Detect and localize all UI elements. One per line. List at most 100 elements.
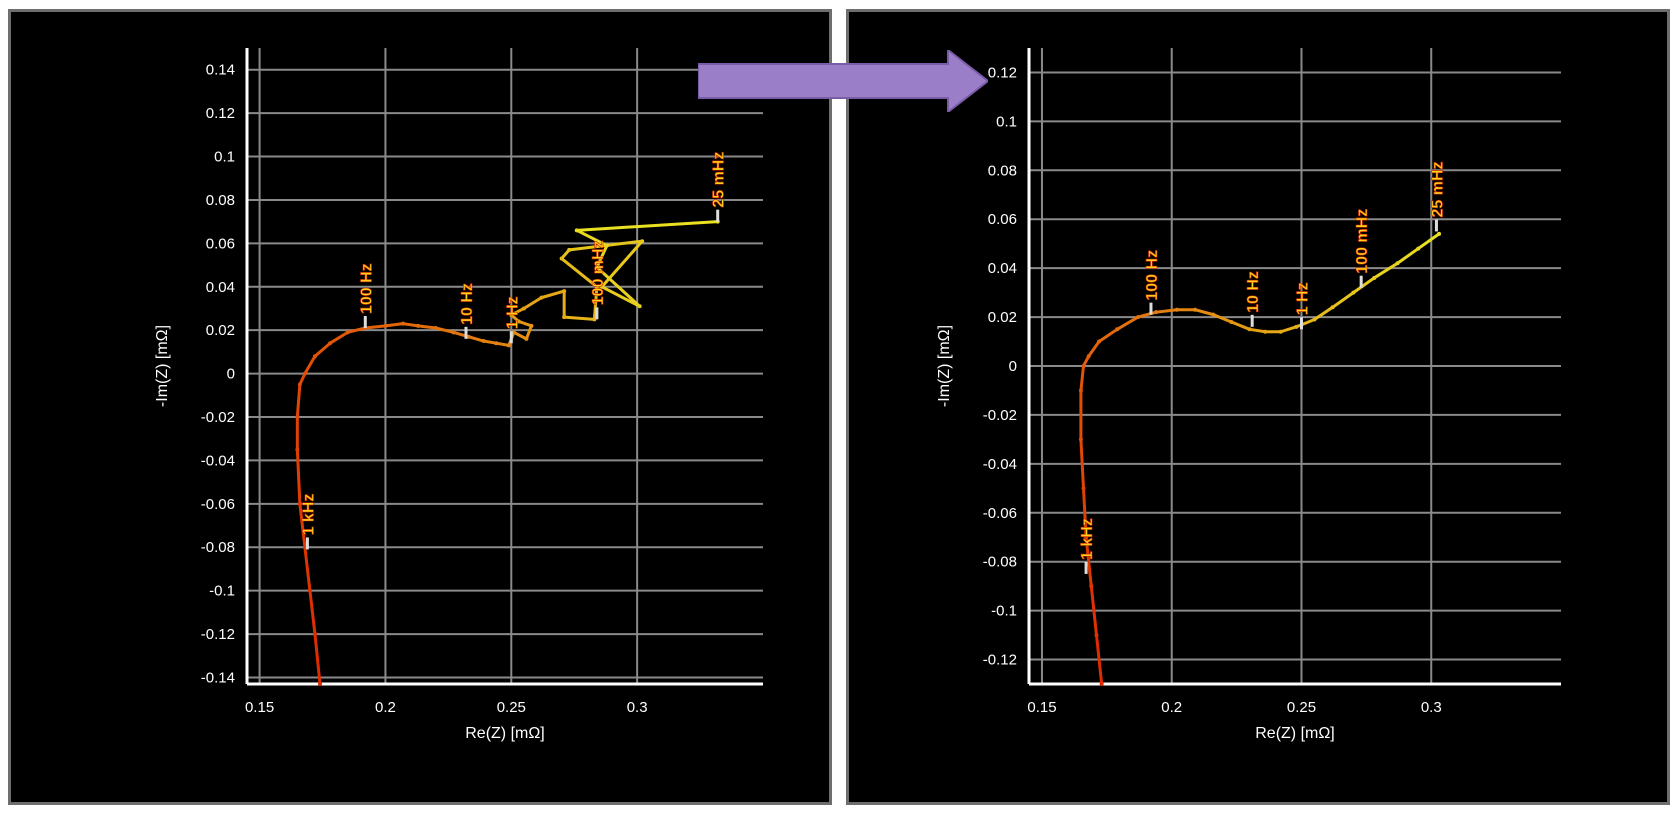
y-tick-label: 0.06: [206, 235, 235, 252]
curve-segment: [592, 285, 599, 321]
data-point: [524, 336, 529, 341]
y-tick-label: -0.14: [201, 669, 235, 686]
data-point: [1084, 535, 1089, 540]
data-point: [433, 326, 438, 331]
data-point: [559, 256, 564, 261]
data-point: [599, 284, 604, 289]
data-point: [521, 306, 526, 311]
curve-segment: [1416, 232, 1441, 251]
curve-segment: [560, 257, 599, 289]
data-point: [1416, 246, 1421, 251]
data-point: [562, 315, 567, 320]
y-tick-label: 0.12: [988, 64, 1017, 81]
data-point: [516, 319, 521, 324]
data-point: [1278, 329, 1283, 334]
frequency-label: 10 Hz: [459, 283, 476, 325]
y-tick-label: -0.08: [983, 554, 1017, 571]
data-point: [1135, 315, 1140, 320]
data-point: [451, 330, 456, 335]
data-point: [1089, 584, 1094, 589]
y-tick-label: 0.12: [206, 105, 235, 122]
y-tick-label: 0: [1009, 358, 1017, 375]
y-tick-label: -0.06: [201, 496, 235, 513]
x-tick-label: 0.25: [1287, 699, 1316, 716]
curve-segment: [1279, 325, 1298, 334]
x-tick-label: 0.25: [497, 699, 526, 716]
data-point: [1099, 682, 1104, 686]
data-point: [1174, 307, 1179, 312]
data-point: [466, 334, 471, 339]
data-point: [328, 341, 333, 346]
frequency-label: 1 Hz: [1294, 282, 1311, 315]
data-point: [1078, 437, 1083, 442]
y-tick-label: 0.1: [996, 113, 1017, 130]
curve-segment: [600, 239, 644, 289]
y-axis-label: -Im(Z) [mΩ]: [936, 325, 953, 407]
y-tick-label: 0.08: [206, 192, 235, 209]
data-point: [1312, 317, 1317, 322]
y-tick-label: 0.04: [206, 279, 235, 296]
curve-segment: [1154, 308, 1179, 314]
x-tick-label: 0.2: [375, 699, 396, 716]
y-tick-label: -0.02: [201, 409, 235, 426]
data-point: [1081, 364, 1086, 368]
curve-segment: [524, 324, 533, 341]
y-tick-label: -0.04: [983, 456, 1017, 473]
y-tick-label: 0.02: [988, 309, 1017, 326]
curve-segment: [1193, 308, 1215, 317]
data-point: [383, 323, 388, 328]
data-point: [401, 321, 406, 326]
data-point: [302, 545, 307, 550]
curve-segment: [1351, 276, 1376, 295]
curve-segment: [595, 265, 642, 308]
curve-segment: [1079, 437, 1085, 490]
data-point: [312, 632, 317, 637]
x-tick-label: 0.15: [1027, 699, 1056, 716]
curve-segment: [401, 322, 420, 328]
data-point: [506, 343, 511, 348]
data-point: [345, 330, 350, 335]
data-point: [592, 317, 597, 322]
curve-segment: [434, 326, 455, 334]
y-tick-label: -0.1: [991, 603, 1017, 620]
nyquist-chart-after: 0.12 0.1 0.08 0.06 0.04 0.02 0 -0.02 -0.04 -0.06 -…: [936, 48, 1561, 742]
y-tick-label: -0.04: [201, 452, 235, 469]
curve-segment: [1089, 584, 1098, 637]
data-point: [567, 247, 572, 252]
curve-segment: [313, 632, 322, 686]
data-point: [1211, 312, 1216, 317]
curve-segment: [416, 324, 438, 330]
curve-segment: [1396, 247, 1420, 265]
curve-segment: [1331, 291, 1355, 309]
curve-segment: [1294, 318, 1316, 329]
curve-segment: [1312, 305, 1335, 322]
data-point: [1115, 327, 1120, 332]
data-point: [295, 415, 300, 420]
curve-segment: [1094, 633, 1104, 686]
y-tick-label: 0.02: [206, 322, 235, 339]
y-tick-label: -0.02: [983, 407, 1017, 424]
curve-segment: [346, 326, 367, 334]
data-point: [302, 371, 307, 376]
data-point: [312, 354, 317, 359]
y-tick-label: -0.1: [209, 583, 235, 600]
curve-segment: [522, 296, 543, 310]
data-point: [1395, 261, 1400, 266]
data-point: [1263, 329, 1268, 334]
data-point: [1154, 310, 1159, 315]
nyquist-panel-before: 0.14 0.12 0.1 0.08 0.06 0.04 0.02 0 -0.02 -0.04 -0…: [8, 9, 832, 805]
x-tick-label: 0.15: [245, 699, 274, 716]
x-tick-label: 0.3: [1421, 699, 1442, 716]
curve-segment: [509, 306, 526, 317]
data-point: [1294, 324, 1299, 329]
curve-segment: [1248, 327, 1267, 334]
y-tick-label: -0.12: [201, 626, 235, 643]
data-point: [1094, 633, 1099, 638]
curve-segment: [482, 339, 498, 345]
curve-segment: [308, 589, 317, 636]
nyquist-chart-before: 0.14 0.12 0.1 0.08 0.06 0.04 0.02 0 -0.02 -0.04 -0…: [154, 48, 763, 742]
data-point: [1081, 486, 1086, 491]
frequency-label: 1 kHz: [300, 494, 317, 536]
curve-segment: [517, 320, 533, 328]
curve-segment: [1087, 340, 1101, 358]
